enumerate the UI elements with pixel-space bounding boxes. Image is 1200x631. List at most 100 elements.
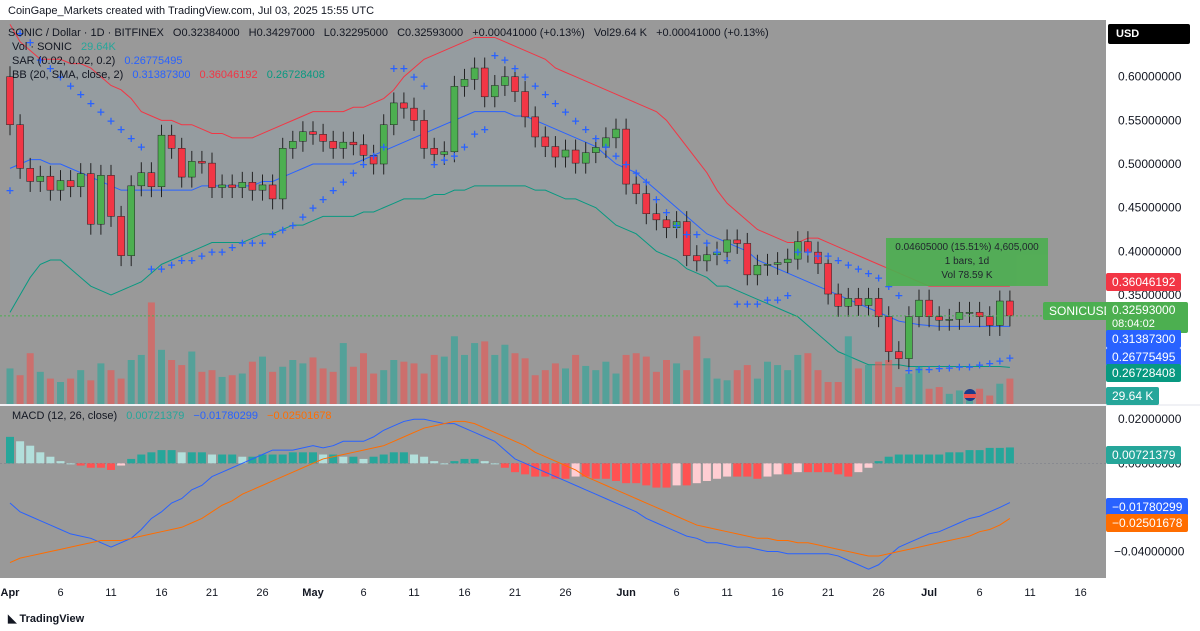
candle-body: [369, 155, 378, 165]
candle-body: [652, 213, 661, 221]
volume-bar: [309, 357, 317, 404]
sar-marker: +: [389, 62, 398, 75]
volume-bar: [491, 354, 499, 404]
volume-bar: [440, 356, 448, 404]
candle-body: [662, 219, 671, 228]
x-axis-tick: 21: [206, 587, 218, 599]
volume-bar: [147, 302, 155, 404]
sar-marker: +: [632, 167, 641, 180]
measure-line-2: 1 bars, 1d: [944, 256, 990, 267]
candle-body: [460, 79, 469, 87]
candle-body: [157, 134, 166, 187]
sar-marker: +: [591, 132, 600, 145]
sar-marker: +: [339, 175, 348, 188]
volume-bar: [299, 363, 307, 404]
sar-marker: +: [409, 71, 418, 84]
macd-hist-bar: [117, 463, 126, 466]
volume-bar: [794, 354, 802, 404]
sar-marker: +: [157, 263, 166, 276]
macd-hist-bar: [107, 463, 115, 470]
sar-marker: +: [177, 254, 186, 267]
sar-marker: +: [288, 219, 297, 232]
tradingview-logo[interactable]: ◣ TradingView: [8, 612, 84, 625]
macd-hist-bar: [834, 463, 843, 475]
macd-hist-bar: [642, 463, 651, 486]
price-axis-tick: 0.45000000: [1118, 201, 1182, 215]
price-range-measure[interactable]: 0.04605000 (15.51%) 4,605,000 1 bars, 1d…: [886, 238, 1048, 286]
bb-legend[interactable]: BB (20, SMA, close, 2) 0.31387300 0.3604…: [12, 69, 331, 81]
sar-legend[interactable]: SAR (0.02, 0.02, 0.2) 0.26775495: [12, 55, 189, 67]
volume-bar: [683, 370, 691, 404]
sar-marker: +: [440, 154, 449, 167]
volume-bar: [602, 361, 610, 404]
volume-bar: [673, 363, 681, 404]
macd-hist-bar: [511, 463, 519, 473]
macd-hist-bar: [682, 463, 691, 486]
volume-bar: [410, 363, 418, 404]
candle-body: [531, 116, 539, 138]
macd-hist-bar: [591, 463, 600, 479]
macd-hist-bar: [955, 452, 964, 464]
sar-marker: +: [672, 219, 681, 232]
volume-bar: [743, 365, 751, 404]
candle-body: [824, 263, 832, 295]
macd-hist-bar: [945, 452, 954, 464]
vol-legend[interactable]: Vol · SONIC 29.64K: [12, 41, 122, 53]
low-value: L0.32295000: [323, 27, 389, 39]
candle-body: [955, 312, 964, 320]
sar-marker: +: [662, 206, 671, 219]
macd-hist-bar: [268, 454, 277, 464]
macd-hist-bar: [814, 463, 822, 473]
sar-marker: +: [783, 289, 792, 302]
macd-line-legend: −0.01780299: [193, 410, 258, 422]
last-price-tag: 0.32593000 08:04:02: [1106, 302, 1188, 333]
macd-hist-bar: [480, 461, 489, 464]
x-axis-tick: Jun: [616, 587, 636, 599]
sar-marker: +: [238, 237, 247, 250]
sar-marker: +: [248, 237, 257, 250]
candle-body: [592, 147, 600, 153]
candle-body: [309, 131, 317, 135]
macd-hist-bar: [470, 458, 479, 464]
currency-button[interactable]: USD: [1108, 24, 1190, 44]
sar-marker: +: [965, 360, 974, 373]
sar-marker: +: [692, 228, 701, 241]
candle-body: [208, 162, 216, 188]
volume-bar: [16, 375, 24, 404]
volume-bar: [582, 365, 590, 404]
macd-hist-bar: [844, 463, 853, 477]
macd-hist-bar: [521, 463, 530, 475]
candle-body: [874, 298, 883, 317]
macd-hist-bar: [723, 463, 732, 477]
created-by-text: CoinGape_Markets created with TradingVie…: [8, 5, 375, 17]
macd-hist-bar: [66, 463, 75, 465]
volume-bar: [521, 358, 529, 404]
candle-body: [612, 128, 620, 139]
volume-bar: [228, 375, 236, 404]
candle-body: [188, 161, 196, 178]
macd-legend[interactable]: MACD (12, 26, close) 0.00721379 −0.01780…: [12, 410, 338, 422]
candle-body: [551, 146, 560, 158]
sar-label: SAR (0.02, 0.02, 0.2): [12, 55, 116, 67]
candle-body: [248, 182, 257, 191]
sar-marker: +: [975, 359, 984, 372]
last-price-value: 0.32593000: [1112, 303, 1176, 317]
volume-bar: [248, 361, 256, 404]
macd-hist-bar: [894, 454, 903, 464]
sar-marker: +: [349, 167, 358, 180]
volume-bar: [632, 353, 640, 404]
sar-marker: +: [763, 293, 772, 306]
candle-body: [753, 264, 762, 276]
volume-bar: [875, 361, 883, 404]
x-axis-tick: 21: [509, 587, 521, 599]
macd-hist-bar: [208, 454, 216, 464]
sar-marker: +: [127, 132, 136, 145]
candle-body: [319, 134, 327, 142]
change-value-2: +0.00041000 (+0.13%): [656, 27, 769, 39]
volume-bar: [996, 383, 1004, 404]
volume-bar: [380, 370, 388, 404]
macd-hist-bar: [702, 463, 711, 481]
sar-marker: +: [197, 250, 206, 263]
macd-hist-legend: 0.00721379: [126, 410, 185, 422]
